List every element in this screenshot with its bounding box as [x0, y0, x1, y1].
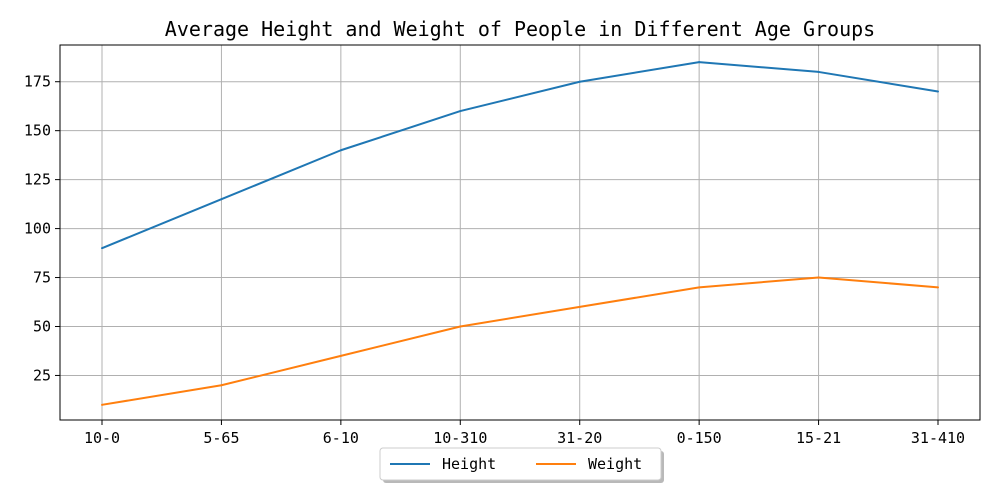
y-tick-label: 75: [33, 269, 51, 287]
grid-lines: [60, 45, 980, 420]
chart-title: Average Height and Weight of People in D…: [165, 17, 875, 41]
x-tick-label: 10-310: [433, 429, 487, 447]
series-lines: [101, 61, 939, 406]
data-point-height: [937, 90, 939, 93]
data-point-weight: [698, 286, 701, 289]
data-point-weight: [339, 354, 342, 357]
data-point-height: [339, 149, 342, 152]
data-point-weight: [101, 403, 103, 406]
x-tick-label: 0-150: [677, 429, 722, 447]
y-axis-ticks: 25 50 75 100 125 150 175: [24, 73, 60, 384]
series-line-height: [101, 61, 939, 250]
y-tick-label: 100: [24, 220, 51, 238]
y-tick-label: 175: [24, 73, 51, 91]
data-point-weight: [937, 286, 939, 289]
x-tick-label: 6-10: [323, 429, 359, 447]
data-point-height: [698, 61, 701, 64]
y-tick-label: 25: [33, 366, 51, 384]
y-tick-label: 50: [33, 317, 51, 335]
data-point-weight: [220, 384, 223, 387]
plot-frame: [59, 44, 981, 421]
x-tick-label: 31-410: [911, 429, 965, 447]
x-tick-label: 31-20: [557, 429, 602, 447]
data-point-weight: [817, 276, 820, 279]
legend-box: [379, 447, 662, 481]
y-tick-label: 125: [24, 171, 51, 189]
legend: Height Weight: [379, 447, 664, 483]
x-axis-ticks: 10-0 5-65 6-10 10-310 31-20 0-150 15-21 31-410: [84, 420, 965, 447]
data-point-height: [459, 110, 462, 113]
data-point-weight: [459, 325, 462, 328]
data-point-height: [817, 70, 820, 73]
data-point-height: [220, 198, 223, 201]
x-tick-label: 10-0: [84, 429, 120, 447]
data-point-weight: [578, 305, 581, 308]
legend-label-height: Height: [442, 455, 496, 473]
y-tick-label: 150: [24, 122, 51, 140]
data-point-height: [101, 247, 103, 250]
series-line-weight: [101, 276, 939, 406]
legend-label-weight: Weight: [588, 455, 642, 473]
data-point-height: [578, 80, 581, 83]
x-tick-label: 5-65: [203, 429, 239, 447]
x-tick-label: 15-21: [796, 429, 841, 447]
